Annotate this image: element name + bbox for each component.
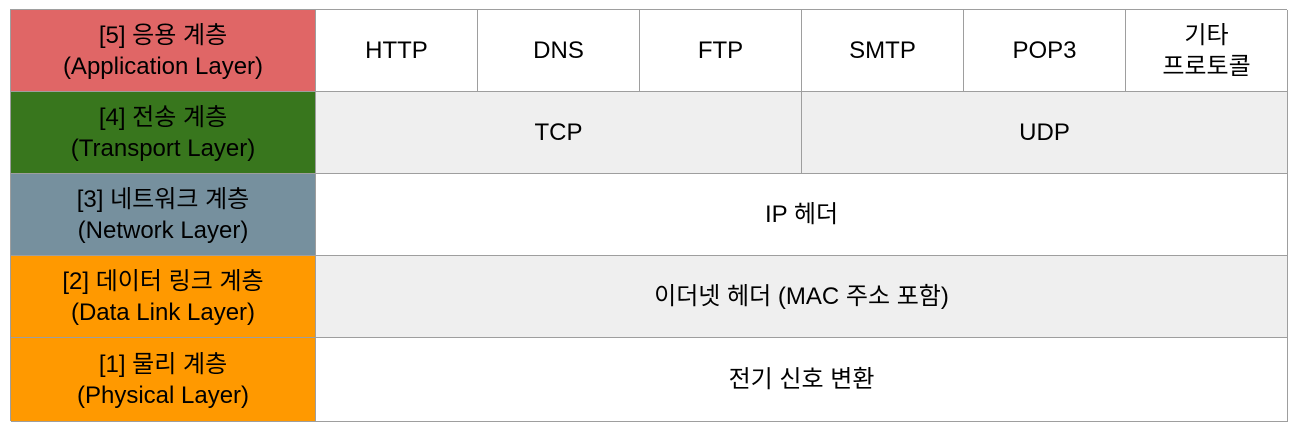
layer-subtitle: (Physical Layer) [76, 381, 250, 409]
protocol-cell-ip-header: IP 헤더 [316, 174, 1288, 256]
layer-label-physical: [1] 물리 계층 (Physical Layer) [11, 338, 316, 422]
layer-label-datalink: [2] 데이터 링크 계층 (Data Link Layer) [11, 256, 316, 338]
protocol-cell-pop3: POP3 [964, 10, 1126, 92]
protocol-cell-ftp: FTP [640, 10, 802, 92]
layer-title: [2] 데이터 링크 계층 [62, 267, 264, 295]
protocol-cell-http: HTTP [316, 10, 478, 92]
layer-label-application: [5] 응용 계층 (Application Layer) [11, 10, 316, 92]
layer-subtitle: (Data Link Layer) [70, 298, 256, 326]
layer-title: [1] 물리 계층 [98, 350, 228, 378]
protocol-cell-signal-conversion: 전기 신호 변환 [316, 338, 1288, 422]
layer-label-network: [3] 네트워크 계층 (Network Layer) [11, 174, 316, 256]
protocol-cell-ethernet-header: 이더넷 헤더 (MAC 주소 포함) [316, 256, 1288, 338]
layer-label-transport: [4] 전송 계층 (Transport Layer) [11, 92, 316, 174]
cell-text-line: 기타 [1184, 21, 1229, 49]
cell-text-line: 프로토콜 [1162, 52, 1251, 80]
protocol-cell-udp: UDP [802, 92, 1288, 174]
osi-layer-table: [5] 응용 계층 (Application Layer) HTTP DNS F… [10, 9, 1288, 422]
layer-title: [4] 전송 계층 [98, 103, 228, 131]
protocol-cell-smtp: SMTP [802, 10, 964, 92]
layer-subtitle: (Application Layer) [62, 52, 264, 80]
layer-subtitle: (Network Layer) [77, 216, 249, 244]
layer-title: [3] 네트워크 계층 [76, 185, 250, 213]
protocol-cell-tcp: TCP [316, 92, 802, 174]
layer-subtitle: (Transport Layer) [70, 134, 256, 162]
layer-title: [5] 응용 계층 [98, 21, 228, 49]
protocol-cell-dns: DNS [478, 10, 640, 92]
